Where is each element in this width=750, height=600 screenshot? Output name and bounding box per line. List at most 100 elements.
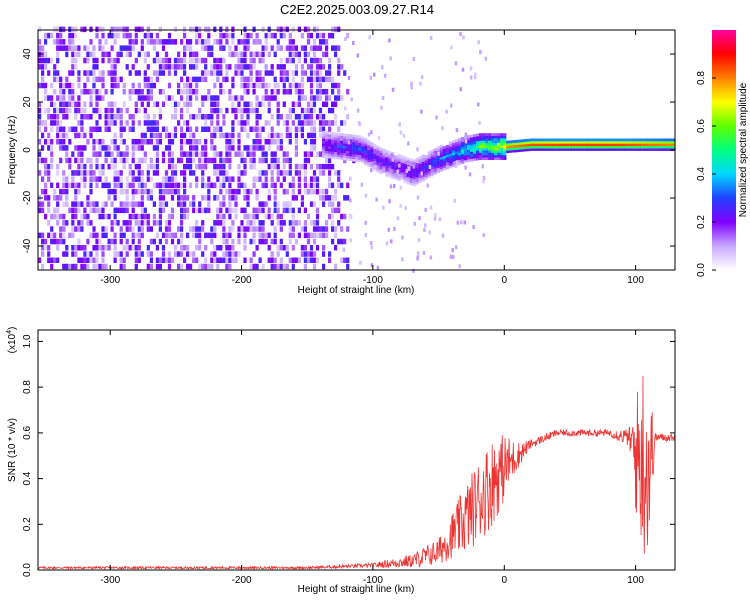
heatmap-cell — [451, 150, 456, 153]
heatmap-cell — [361, 141, 365, 145]
heatmap-cell — [246, 195, 250, 201]
heatmap-cell — [358, 147, 362, 151]
heatmap-cell — [306, 132, 311, 139]
heatmap-cell — [309, 107, 314, 114]
heatmap-cell — [612, 140, 616, 144]
heatmap-cell — [216, 120, 220, 126]
heatmap-cell — [312, 226, 317, 232]
heatmap-cell — [506, 143, 510, 146]
heatmap-cell — [137, 139, 141, 145]
heatmap-cell — [113, 145, 117, 151]
heatmap-cell — [318, 151, 323, 157]
heatmap-cell — [98, 70, 102, 76]
heatmap-cell — [551, 138, 555, 142]
heatmap-cell — [137, 226, 141, 232]
heatmap-cell — [98, 26, 102, 33]
heatmap-cell — [252, 263, 256, 270]
heatmap-cell — [364, 220, 367, 225]
heatmap-cell — [204, 195, 208, 201]
heatmap-cell — [536, 143, 540, 147]
heatmap-cell — [116, 82, 120, 89]
heatmap-cell — [397, 159, 401, 162]
heatmap-cell — [331, 163, 335, 170]
heatmap-cell — [557, 138, 561, 142]
heatmap-cell — [140, 26, 144, 33]
heatmap-cell — [113, 132, 117, 139]
heatmap-cell — [183, 132, 187, 139]
heatmap-cell — [285, 126, 289, 132]
heatmap-cell — [213, 232, 217, 239]
heatmap-cell — [309, 257, 314, 263]
heatmap-cell — [113, 70, 117, 76]
heatmap-cell — [107, 126, 111, 132]
heatmap-cell — [41, 120, 45, 126]
x-tick-label: 0 — [502, 575, 508, 586]
heatmap-cell — [146, 101, 150, 107]
heatmap-cell — [38, 39, 42, 45]
heatmap-cell — [539, 148, 543, 151]
heatmap-cell — [457, 159, 462, 163]
heatmap-cell — [349, 139, 353, 142]
heatmap-cell — [381, 96, 385, 100]
heatmap-cell — [453, 161, 456, 166]
heatmap-cell — [201, 195, 205, 201]
heatmap-cell — [491, 152, 495, 156]
heatmap-cell — [503, 133, 507, 136]
heatmap-cell — [325, 133, 329, 137]
heatmap-cell — [276, 139, 280, 145]
heatmap-cell — [216, 163, 220, 170]
heatmap-cell — [334, 139, 338, 143]
heatmap-cell — [149, 226, 153, 232]
heatmap-cell — [412, 161, 416, 165]
heatmap-cell — [62, 170, 66, 176]
heatmap-cell — [152, 57, 156, 64]
heatmap-cell — [158, 139, 162, 145]
heatmap-cell — [651, 138, 655, 142]
heatmap-cell — [143, 107, 147, 114]
heatmap-cell — [563, 138, 567, 142]
heatmap-cell — [228, 188, 232, 195]
heatmap-cell — [177, 263, 181, 270]
heatmap-cell — [195, 57, 199, 64]
heatmap-cell — [331, 136, 335, 140]
heatmap-cell — [270, 220, 274, 226]
heatmap-cell — [98, 95, 102, 101]
heatmap-cell — [183, 70, 187, 76]
heatmap-cell — [167, 132, 172, 139]
heatmap-cell — [536, 138, 540, 142]
heatmap-cell — [143, 32, 147, 39]
heatmap-cell — [337, 170, 341, 176]
heatmap-cell — [624, 140, 628, 144]
heatmap-cell — [377, 135, 381, 140]
heatmap-cell — [201, 57, 205, 64]
heatmap-cell — [370, 149, 374, 152]
heatmap-cell — [666, 148, 670, 151]
heatmap-cell — [575, 143, 579, 147]
heatmap-cell — [403, 161, 407, 164]
heatmap-cell — [228, 257, 232, 263]
heatmap-cell — [276, 176, 280, 182]
heatmap-cell — [183, 26, 187, 33]
heatmap-cell — [506, 147, 510, 151]
y-tick-label: 20 — [22, 96, 33, 108]
heatmap-cell — [44, 213, 48, 220]
heatmap-cell — [524, 143, 528, 147]
heatmap-cell — [210, 263, 214, 270]
heatmap-cell — [267, 145, 271, 151]
heatmap-cell — [128, 89, 132, 95]
heatmap-cell — [364, 157, 368, 161]
heatmap-cell — [204, 163, 208, 170]
heatmap-cell — [282, 170, 286, 176]
heatmap-cell — [195, 95, 199, 101]
heatmap-cell — [370, 154, 374, 157]
heatmap-cell — [325, 145, 329, 149]
heatmap-cell — [98, 176, 102, 182]
heatmap-cell — [409, 158, 413, 162]
heatmap-cell — [195, 139, 199, 145]
heatmap-cell — [155, 132, 159, 139]
heatmap-cell — [497, 140, 501, 144]
heatmap-cell — [479, 140, 483, 144]
heatmap-cell — [222, 232, 226, 239]
heatmap-cell — [340, 140, 344, 144]
heatmap-cell — [343, 150, 347, 154]
